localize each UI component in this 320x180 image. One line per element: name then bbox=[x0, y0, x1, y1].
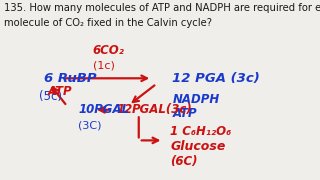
Text: ATP: ATP bbox=[48, 85, 73, 98]
Text: Glucose: Glucose bbox=[170, 140, 226, 153]
Text: 1 C₆H₁₂O₆: 1 C₆H₁₂O₆ bbox=[170, 125, 231, 138]
Text: 6CO₂: 6CO₂ bbox=[93, 44, 125, 57]
Text: (3C): (3C) bbox=[78, 120, 102, 130]
Text: (1c): (1c) bbox=[93, 61, 115, 71]
Text: molecule of CO₂ fixed in the Calvin cycle?: molecule of CO₂ fixed in the Calvin cycl… bbox=[4, 18, 212, 28]
Text: 10PGAL: 10PGAL bbox=[78, 103, 130, 116]
Text: (5c): (5c) bbox=[39, 90, 62, 103]
Text: PGAL(3c): PGAL(3c) bbox=[132, 103, 193, 116]
Text: (6C): (6C) bbox=[170, 155, 197, 168]
Text: 12: 12 bbox=[116, 103, 132, 116]
Text: 12 PGA (3c): 12 PGA (3c) bbox=[172, 72, 260, 85]
Text: NADPH: NADPH bbox=[172, 93, 220, 105]
Text: 135. How many molecules of ATP and NADPH are required for every: 135. How many molecules of ATP and NADPH… bbox=[4, 3, 320, 13]
Text: ATP: ATP bbox=[172, 107, 197, 120]
Text: 6 RuBP: 6 RuBP bbox=[44, 72, 96, 85]
